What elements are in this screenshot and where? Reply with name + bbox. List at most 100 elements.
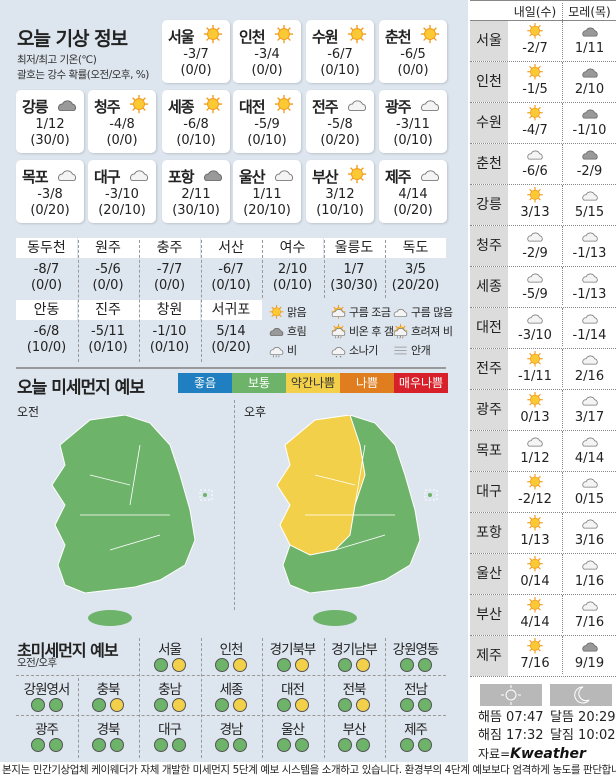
city-temp: 2/11 [181,187,211,202]
city-card: 광주 -3/11 (0/10) [379,90,447,153]
forecast-row: 부산 4/14 7/16 [470,595,616,636]
cloud-icon [581,273,598,283]
city-name: 광주 [470,390,508,430]
sun-icon [347,165,367,184]
cloud-icon [581,560,598,570]
fog-icon [394,346,407,354]
pm-level-dot [417,738,432,752]
city-name: 울산 [239,168,266,186]
sun-icon [527,351,543,367]
pm-level-dot [233,658,247,672]
tomorrow-temp: 1/13 [520,533,550,548]
forecast-row: 서울 -2/7 1/11 [470,21,616,62]
city-rain: (20/10) [243,203,291,218]
sunset: 해짐 17:32 [478,728,544,743]
ultrafine-region: 광주 [16,718,77,752]
pm-level-dot [294,698,309,712]
pm-level-dot [294,658,309,672]
ultrafine-region: 부산 [324,718,385,752]
city-name: 춘천 [385,28,412,46]
pm-level-dot [356,698,370,712]
city-temp: 2/10 [277,262,308,277]
city-rain: (0/0) [92,278,124,293]
pm-level-dot [48,698,63,712]
city-name: 수원 [312,28,339,46]
pm-level-dot [171,658,186,672]
col-day-after: 모레(목) [562,3,616,20]
city-rain: (0/0) [180,63,212,78]
city-temp: -3/10 [105,187,139,202]
city-temp: -5/11 [91,324,125,339]
city-temp: -5/9 [254,117,280,132]
footer-note: 본지는 민간기상업체 케이웨더가 자체 개발한 미세먼지 5단계 예보 시스템을… [2,764,616,776]
rain-sun-icon [331,323,346,338]
city-name: 인천 [239,28,266,46]
day-after-temp: 1/11 [574,41,605,56]
am-map-label: 오전 [17,405,40,419]
city-name: 동두천 [16,238,77,258]
city-rain: (30/10) [172,203,220,218]
ultrafine-region: 울산 [262,718,323,752]
region-name: 전남 [404,682,428,698]
city-card: 세종 -6/8 (0/10) [162,90,230,153]
am-level-dot [153,698,168,712]
forecast-row: 인천 -1/5 2/10 [470,62,616,103]
cloud-icon [581,478,598,488]
forecast-row: 수원 -4/7 -1/10 [470,103,616,144]
city-rain: (10/10) [316,203,364,218]
ultrafine-region: 대전 [262,678,323,712]
subtitle: 최저/최고 기온(℃) 괄호는 강수 확률(오전/오후, %) [17,54,149,81]
tomorrow-temp: -1/5 [522,82,548,97]
pm-level-dot [171,738,186,752]
small-city: 동두천 -8/7 (0/0) [16,238,77,294]
small-city: 여수 2/10 (0/10) [262,238,323,294]
city-card: 춘천 -6/5 (0/0) [379,20,447,83]
ultrafine-region: 경북 [78,718,139,752]
day-after-temp: 9/19 [574,656,605,671]
am-level-dot [338,738,352,752]
city-rain: (0/10) [211,278,251,293]
city-name: 제주 [470,636,508,676]
forecast-row: 대구 -2/12 0/15 [470,472,616,513]
scale-0: 좋음 [178,373,232,393]
city-rain: (0/0) [106,133,138,148]
cloud-icon [275,170,293,181]
city-name: 서울 [168,28,195,46]
day-after-temp: 3/16 [574,533,605,548]
city-temp: -8/7 [33,262,60,277]
city-name: 대전 [239,98,266,116]
pm-level-dot [171,698,186,712]
city-rain: (0/10) [272,278,313,293]
region-name: 울산 [281,722,305,738]
forecast-row: 포항 1/13 3/16 [470,513,616,554]
pm-level-dot [417,698,432,712]
city-rain: (0/20) [30,203,70,218]
city-card: 부산 3/12 (10/10) [306,160,374,223]
region-name: 경북 [96,722,121,738]
city-temp: -6/7 [218,262,244,277]
city-rain: (10/0) [26,340,67,355]
cloud-icon [527,437,543,447]
sun-icon [527,64,543,80]
dust-title: 오늘 미세먼지 예보 [17,378,145,398]
city-name: 여수 [262,238,323,258]
legend-item: 비 [268,342,297,358]
cloud-dark-icon [58,100,76,111]
city-name: 목포 [22,168,49,186]
cloud-icon [581,355,598,365]
region-name: 서울 [158,642,182,658]
small-city: 독도 3/5 (20/20) [385,238,446,294]
city-name: 진주 [77,300,139,320]
tomorrow-temp: 1/12 [520,451,550,466]
day-after-temp: 1/16 [574,574,605,589]
city-card: 서울 -3/7 (0/0) [162,20,230,83]
region-name: 전북 [342,682,367,698]
col-tomorrow: 내일(수) [513,5,557,19]
cloud-dark-icon [269,327,284,336]
city-temp: -1/10 [152,324,187,339]
city-card: 청주 -4/8 (0/0) [88,90,156,153]
ultrafine-region: 전북 [324,678,385,712]
city-name: 대구 [470,472,508,512]
cloud-dark-icon [581,150,598,160]
sun-icon [527,515,543,531]
